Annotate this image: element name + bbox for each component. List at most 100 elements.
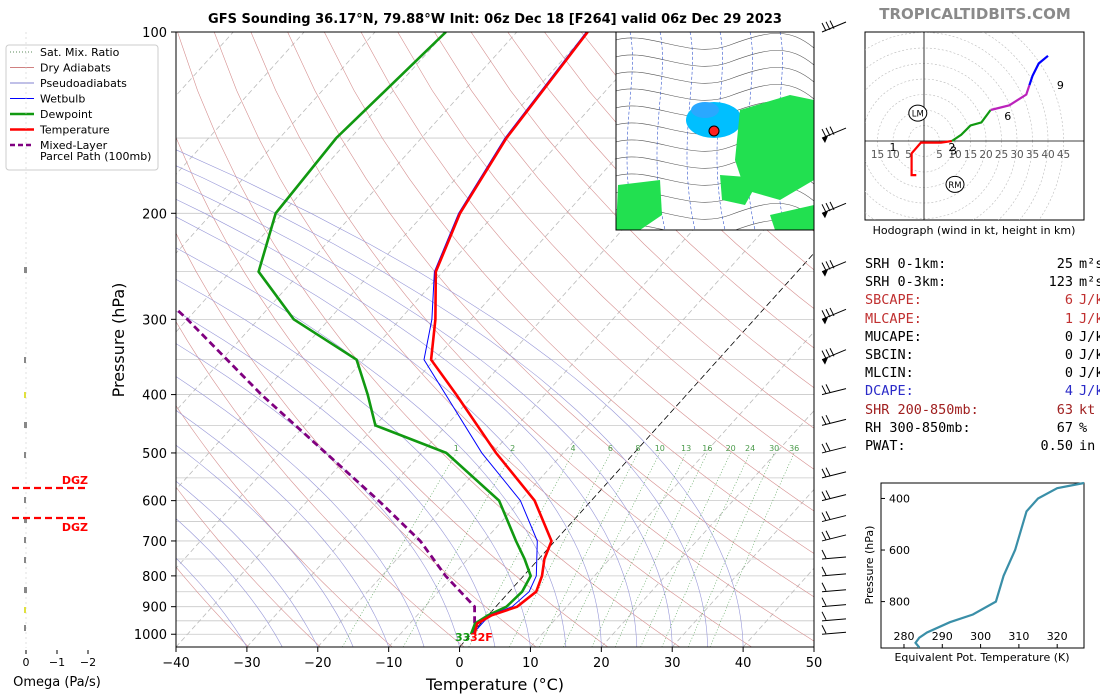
mixing-ratio-line [640, 452, 731, 647]
dgz-label: DGZ [62, 474, 88, 487]
isotherm [388, 173, 814, 647]
omega-panel: DGZ DGZ 0 −1 −2 [12, 32, 96, 669]
stats-unit: J/kg [1079, 328, 1100, 345]
hodograph-ring-label: 5 [905, 149, 912, 161]
stats-value: 123 [1048, 274, 1073, 291]
barb-feather [825, 349, 831, 358]
barb-feather [825, 308, 831, 318]
dry-adiabat [176, 486, 321, 647]
legend-label: Dry Adiabats [40, 62, 111, 75]
barb-feather [829, 20, 835, 29]
barb-feather [821, 531, 827, 541]
precip-area [720, 175, 760, 205]
mixing-ratio-line [661, 452, 751, 647]
dgz-label: DGZ [62, 521, 88, 534]
theta-e-xlabel: Equivalent Pot. Temperature (K) [894, 651, 1069, 664]
x-tick-label: −20 [304, 656, 331, 671]
wind-barb [821, 549, 847, 560]
stats-value: 0 [1064, 347, 1073, 364]
wind-barb [821, 490, 847, 502]
barb-feather [821, 128, 827, 138]
hodograph-height-label: 1 [890, 141, 897, 154]
stats-unit: % [1079, 419, 1088, 436]
mixing-ratio-label: 36 [789, 444, 799, 453]
hodograph-ring-label: 45 [1057, 149, 1070, 161]
dry-adiabat [176, 321, 465, 647]
barb-flag [822, 136, 828, 144]
barb-feather [821, 443, 827, 453]
x-tick-label: −10 [375, 656, 402, 671]
stats-unit: in [1079, 438, 1096, 455]
stats-label: SHR 200-850mb: [865, 401, 979, 418]
legend-label: Parcel Path (100mb) [40, 150, 151, 163]
legend-label: Wetbulb [40, 93, 85, 106]
wind-barb [821, 201, 847, 219]
dry-adiabat [434, 32, 814, 429]
mixing-ratio-label: 24 [745, 444, 755, 453]
y-tick-label: 200 [142, 207, 167, 222]
hodograph-ring-label: 15 [964, 149, 977, 161]
theta-e-x-tick-label: 300 [970, 630, 991, 643]
omega-bar [24, 537, 26, 543]
dry-adiabat [360, 32, 814, 512]
barb-feather [821, 350, 827, 359]
chart-title: GFS Sounding 36.17°N, 79.88°W Init: 06z … [208, 12, 782, 27]
stats-row: SBCIN: 0 J/kg [865, 346, 1100, 364]
pseudo-adiabat [176, 518, 283, 647]
pseudo-adiabat [176, 376, 425, 647]
barb-feather [821, 549, 827, 559]
barb-feather [825, 467, 831, 476]
y-tick-label: 600 [142, 495, 167, 510]
stats-label: PWAT: [865, 438, 906, 455]
mixing-ratio-label: 16 [702, 444, 712, 453]
mixing-ratio-line [562, 452, 661, 647]
mixing-ratio-line [342, 452, 457, 647]
omega-bar [24, 517, 27, 523]
mixing-ratio-label: 4 [571, 444, 576, 453]
hodograph-caption: Hodograph (wind in kt, height in km) [873, 224, 1076, 237]
pseudo-adiabat [176, 181, 673, 647]
stats-unit: m²s⁻² [1079, 274, 1100, 291]
mixing-ratio-label: 1 [454, 444, 459, 453]
omega-bar [24, 625, 26, 631]
legend-label: Sat. Mix. Ratio [40, 46, 120, 59]
hodograph-frame [864, 31, 1085, 221]
dry-adiabat [250, 32, 814, 642]
wind-barb [821, 625, 847, 635]
stats-label: RH 300-850mb: [865, 419, 971, 436]
stats-value: 1 [1064, 310, 1073, 327]
x-tick-label: 50 [806, 656, 823, 671]
skewt-axes: −40 −30 −20 −10 0 10 20 30 40 50 100 200 300 400 500 60… [134, 26, 822, 671]
hodograph-ring-label: 35 [1026, 149, 1039, 161]
mixing-ratio-line [402, 452, 513, 647]
barb-shaft [821, 604, 847, 608]
dry-adiabat [324, 32, 814, 554]
omega-tick-label: 0 [23, 656, 30, 669]
stats-row: MUCAPE: 0 J/kg [865, 328, 1100, 346]
stats-unit: kt [1079, 401, 1096, 418]
map-frame [615, 31, 815, 231]
y-tick-label: 300 [142, 313, 167, 328]
stats-row: PWAT: 0.50 in [865, 437, 1100, 455]
wind-barb [821, 467, 847, 479]
temperature-line [429, 32, 589, 635]
barb-shaft [821, 631, 847, 635]
barb-flag [822, 317, 828, 325]
hodograph-ring-label: 15 [871, 149, 884, 161]
pseudo-adiabat [176, 310, 496, 647]
surface-temp-label: 32F [470, 631, 493, 644]
x-tick-label: 0 [455, 656, 463, 671]
omega-xlabel: Omega (Pa/s) [13, 675, 101, 690]
hodograph-storm-motion [945, 175, 965, 193]
pseudo-adiabat [176, 165, 708, 647]
omega-bar [24, 357, 26, 363]
barb-feather [825, 127, 831, 137]
map-contour [616, 50, 814, 67]
barb-feather [829, 126, 835, 135]
omega-bar [24, 607, 26, 613]
wind-barb [821, 442, 847, 454]
pseudo-adiabat [176, 343, 460, 647]
skewt-xlabel: Temperature (°C) [425, 675, 564, 694]
mixing-ratio-line [709, 452, 795, 647]
